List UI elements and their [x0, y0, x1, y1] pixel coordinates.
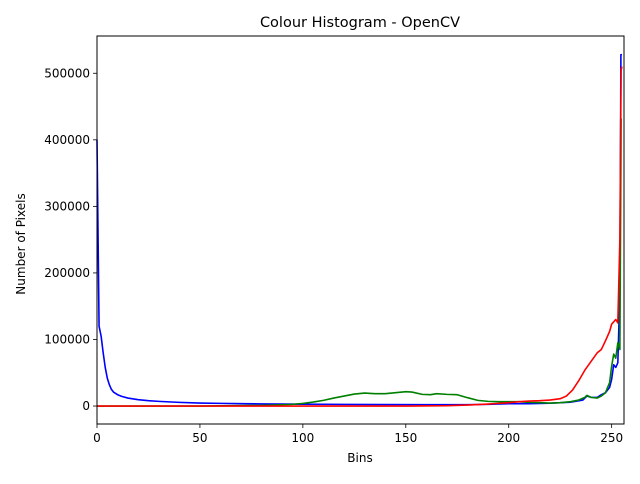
x-tick-label: 0 — [93, 431, 101, 445]
x-axis-label: Bins — [347, 451, 372, 465]
y-tick-label: 100000 — [44, 332, 90, 346]
series-line-green — [97, 118, 622, 407]
y-tick-label: 400000 — [44, 133, 90, 147]
series-line-red — [97, 66, 623, 407]
y-tick-label: 300000 — [44, 199, 90, 213]
x-tick-label: 50 — [192, 431, 207, 445]
y-tick-label: 200000 — [44, 266, 90, 280]
series-layer — [96, 53, 623, 407]
chart-title: Colour Histogram - OpenCV — [260, 15, 460, 31]
y-axis-label: Number of Pixels — [14, 193, 28, 294]
plot-frame — [96, 35, 625, 425]
x-tick-label: 250 — [600, 431, 623, 445]
tick-layer: 0 50 100 150 200 250 0 100000 200000 300000 400000… — [44, 66, 623, 445]
x-tick-label: 100 — [291, 431, 314, 445]
x-tick-label: 150 — [394, 431, 417, 445]
y-tick-label: 0 — [82, 399, 90, 413]
x-tick-label: 200 — [497, 431, 520, 445]
series-line-blue — [96, 53, 622, 406]
y-tick-label: 500000 — [44, 66, 90, 80]
